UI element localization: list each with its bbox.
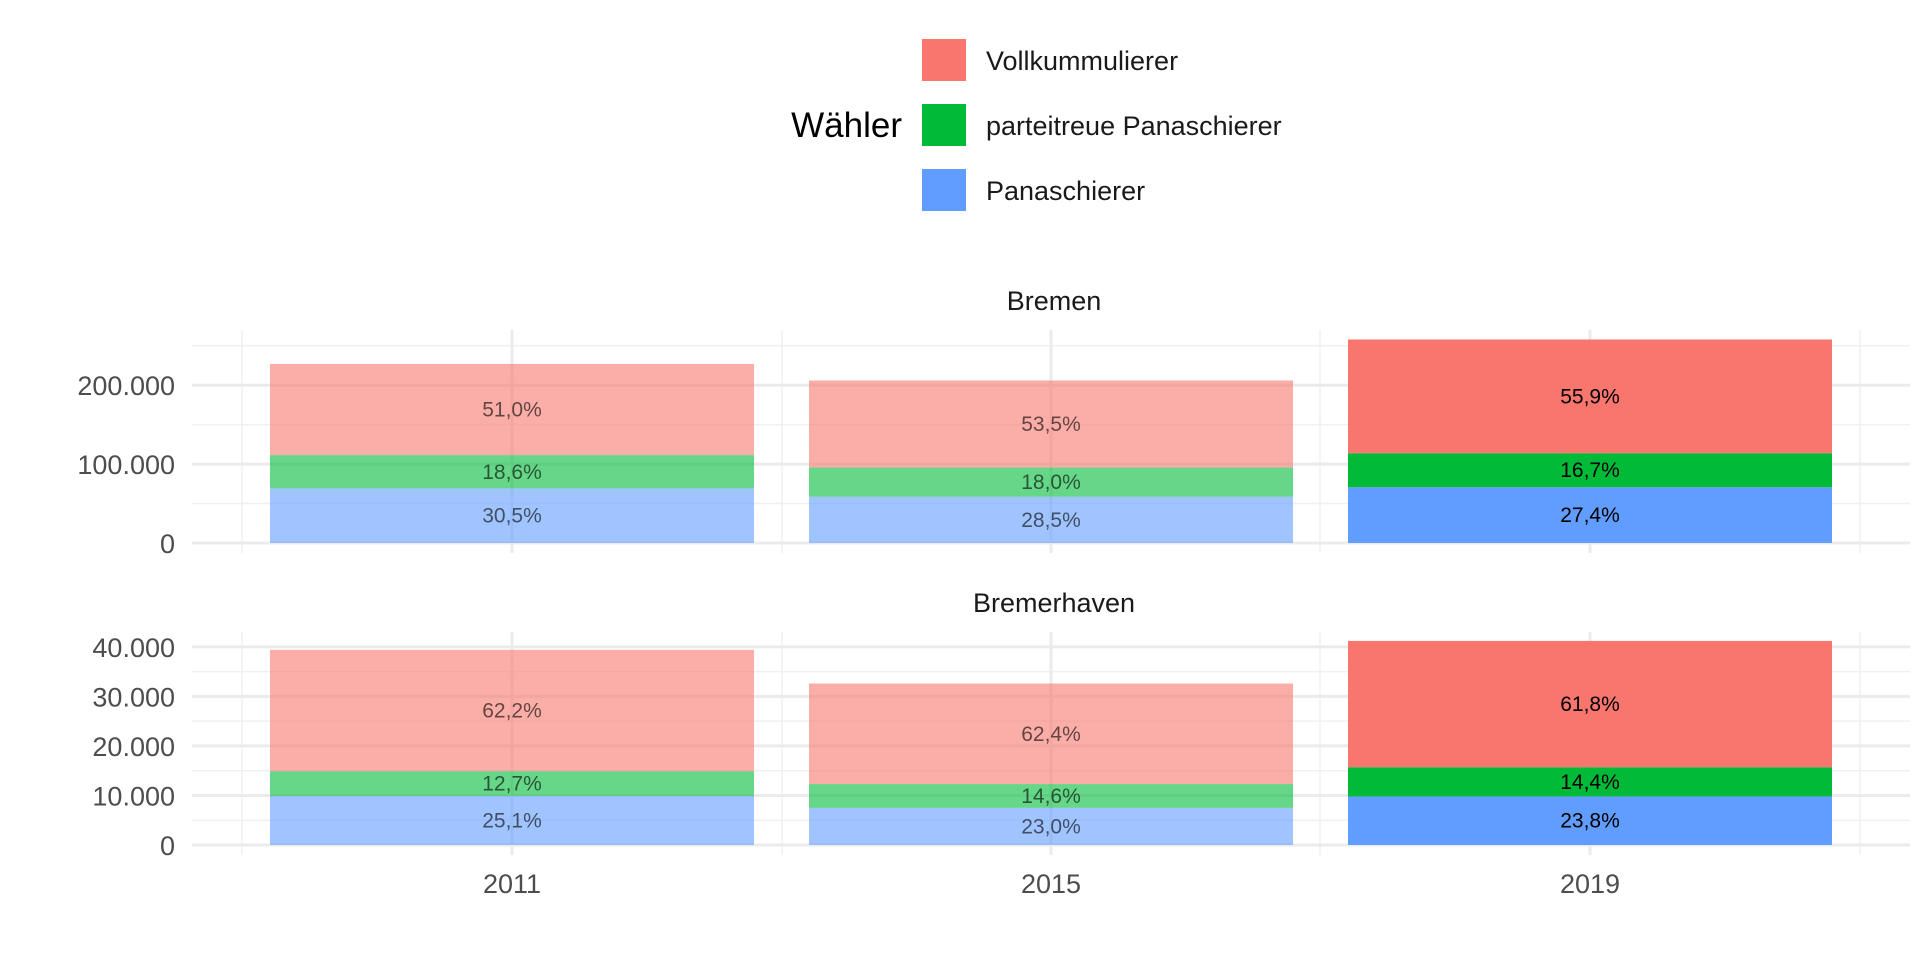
panel-title-1: Bremerhaven xyxy=(973,588,1135,618)
y-tick-label: 0 xyxy=(160,529,175,559)
legend-key-0 xyxy=(922,39,966,81)
bar-data-label: 16,7% xyxy=(1560,459,1620,482)
bar-segment xyxy=(809,784,1293,808)
y-tick-label: 20.000 xyxy=(92,732,175,762)
y-tick-label: 100.000 xyxy=(77,450,175,480)
bar-data-label: 27,4% xyxy=(1560,504,1620,527)
bar-data-label: 14,4% xyxy=(1560,771,1620,794)
bar-data-label: 25,1% xyxy=(482,809,542,832)
bar-segment xyxy=(1348,487,1832,543)
bar-data-label: 23,0% xyxy=(1021,815,1081,838)
bar-segment xyxy=(1348,339,1832,454)
bar-data-label: 51,0% xyxy=(482,399,542,422)
bar-data-label: 30,5% xyxy=(482,505,542,528)
bar-segment xyxy=(270,455,754,489)
bar-segment xyxy=(809,807,1293,845)
bar-segment xyxy=(270,363,754,456)
bar-data-label: 62,4% xyxy=(1021,723,1081,746)
legend-label-2: Panaschierer xyxy=(986,176,1145,206)
x-tick-label: 2019 xyxy=(1560,869,1620,899)
panel-title-0: Bremen xyxy=(1007,286,1102,316)
bar-segment xyxy=(809,380,1293,468)
bar-segment xyxy=(1348,796,1832,845)
bar-segment xyxy=(1348,640,1832,768)
y-tick-label: 0 xyxy=(160,831,175,861)
bar-segment xyxy=(1348,767,1832,797)
bar-data-label: 18,6% xyxy=(482,461,542,484)
legend-key-1 xyxy=(922,104,966,146)
x-tick-label: 2011 xyxy=(483,869,541,899)
bar-data-label: 14,6% xyxy=(1021,785,1081,808)
legend-key-2 xyxy=(922,169,966,211)
bar-data-label: 62,2% xyxy=(482,700,542,723)
bar-data-label: 23,8% xyxy=(1560,810,1620,833)
y-tick-label: 200.000 xyxy=(77,371,175,401)
bar-segment xyxy=(809,683,1293,785)
legend-label-1: parteitreue Panaschierer xyxy=(986,111,1282,141)
bar-segment xyxy=(809,467,1293,497)
bar-data-label: 28,5% xyxy=(1021,509,1081,532)
bar-data-label: 12,7% xyxy=(482,773,542,796)
bar-data-label: 18,0% xyxy=(1021,471,1081,494)
legend-label-0: Vollkummulierer xyxy=(986,46,1178,76)
legend-title: Wähler xyxy=(791,106,902,145)
y-tick-label: 30.000 xyxy=(92,682,175,712)
bar-segment xyxy=(1348,453,1832,488)
bar-segment xyxy=(809,496,1293,543)
bar-segment xyxy=(270,771,754,796)
x-tick-label: 2015 xyxy=(1021,869,1081,899)
bar-segment xyxy=(270,795,754,845)
bar-segment xyxy=(270,649,754,772)
bar-data-label: 55,9% xyxy=(1560,385,1620,408)
bar-data-label: 61,8% xyxy=(1560,693,1620,716)
y-tick-label: 40.000 xyxy=(92,633,175,663)
bar-data-label: 53,5% xyxy=(1021,413,1081,436)
y-tick-label: 10.000 xyxy=(92,781,175,811)
bar-segment xyxy=(270,488,754,543)
